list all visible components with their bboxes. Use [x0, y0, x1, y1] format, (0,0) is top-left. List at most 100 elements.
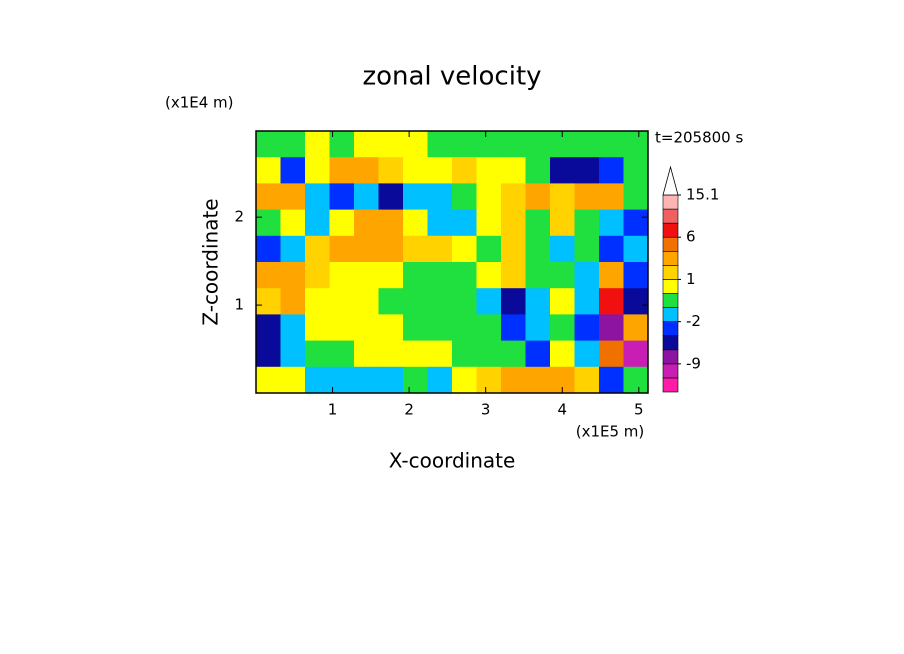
- contour-cell: [525, 262, 551, 289]
- contour-cell: [256, 235, 281, 263]
- contour-cell: [623, 288, 649, 315]
- colorbar-tick-label: -2: [686, 312, 701, 330]
- colorbar-tick-label: 15.1: [686, 186, 719, 204]
- contour-cell: [378, 209, 404, 237]
- colorbar-segment: [662, 236, 679, 252]
- contour-cell: [256, 288, 281, 315]
- contour-cell: [476, 288, 502, 315]
- contour-cell: [501, 366, 526, 394]
- contour-cell: [599, 157, 624, 184]
- colorbar-segment: [662, 265, 679, 280]
- contour-cell: [403, 157, 428, 184]
- contour-cell: [354, 131, 379, 158]
- contour-cell: [329, 288, 355, 315]
- contour-cell: [476, 157, 502, 184]
- contour-cell: [476, 235, 502, 263]
- contour-cell: [329, 209, 355, 237]
- contour-cell: [501, 183, 526, 211]
- contour-cell: [599, 340, 624, 368]
- contour-cell: [525, 235, 551, 263]
- contour-cell: [305, 262, 330, 289]
- contour-cell: [574, 157, 600, 184]
- contour-cell: [354, 262, 379, 289]
- contour-cell: [354, 314, 379, 342]
- contour-cell: [354, 183, 379, 211]
- colorbar-segment: [662, 194, 679, 210]
- x-tick-label: 4: [557, 401, 567, 419]
- contour-cell: [452, 157, 477, 184]
- contour-cell: [403, 209, 428, 237]
- contour-cell: [452, 131, 477, 158]
- contour-cell: [378, 366, 404, 394]
- contour-cell: [305, 235, 330, 263]
- contour-cell: [550, 288, 575, 315]
- contour-cell: [256, 366, 281, 394]
- contour-cell: [623, 314, 649, 342]
- colorbar-segment: [662, 363, 679, 379]
- colorbar-segment: [662, 335, 679, 351]
- contour-cell: [452, 209, 477, 237]
- colorbar-segment: [662, 293, 679, 308]
- contour-cell: [305, 288, 330, 315]
- contour-cell: [378, 183, 404, 211]
- colorbar-segment: [662, 377, 679, 393]
- contour-cell: [378, 131, 404, 158]
- x-axis-label: X-coordinate: [389, 449, 516, 473]
- contour-cell: [599, 262, 624, 289]
- plot-frame: [255, 130, 649, 394]
- contour-cell: [378, 235, 404, 263]
- contour-cell: [354, 288, 379, 315]
- contour-cell: [256, 131, 281, 158]
- contour-cell: [550, 183, 575, 211]
- contour-cell: [476, 262, 502, 289]
- contour-cell: [574, 340, 600, 368]
- contour-cell: [623, 131, 649, 158]
- contour-cell: [378, 340, 404, 368]
- contour-cell: [280, 262, 306, 289]
- colorbar-segment: [662, 208, 679, 224]
- contour-cell: [280, 288, 306, 315]
- contour-cell: [354, 366, 379, 394]
- colorbar-segment: [662, 321, 679, 337]
- contour-cell: [354, 209, 379, 237]
- contour-cell: [599, 288, 624, 315]
- colorbar-tick-label: -9: [686, 354, 701, 372]
- contour-cell: [305, 131, 330, 158]
- contour-cell: [525, 366, 551, 394]
- contour-cell: [403, 314, 428, 342]
- colorbar-segment: [662, 349, 679, 365]
- contour-cell: [550, 157, 575, 184]
- contour-cell: [476, 209, 502, 237]
- contour-cell: [501, 157, 526, 184]
- y-axis-label: Z-coordinate: [199, 198, 223, 325]
- contour-cell: [525, 131, 551, 158]
- contour-cell: [599, 209, 624, 237]
- contour-cell: [280, 183, 306, 211]
- chart-title: zonal velocity: [362, 62, 541, 92]
- contour-cell: [305, 209, 330, 237]
- contour-cell: [476, 314, 502, 342]
- contour-cell: [256, 157, 281, 184]
- contour-cell: [329, 235, 355, 263]
- contour-cell: [329, 131, 355, 158]
- contour-cell: [403, 183, 428, 211]
- contour-cell: [501, 262, 526, 289]
- contour-cell: [623, 183, 649, 211]
- colorbar-segment: [662, 250, 679, 266]
- colorbar-segment: [662, 222, 679, 238]
- contour-cell: [476, 366, 502, 394]
- contour-cell: [574, 314, 600, 342]
- contour-cell: [574, 183, 600, 211]
- contour-cell: [378, 314, 404, 342]
- colorbar-tick-label: 1: [686, 270, 696, 288]
- contour-cell: [501, 235, 526, 263]
- contour-cell: [354, 340, 379, 368]
- contour-cell: [280, 131, 306, 158]
- contour-cell: [427, 235, 453, 263]
- contour-cell: [476, 340, 502, 368]
- contour-cell: [452, 262, 477, 289]
- contour-cell: [501, 340, 526, 368]
- contour-cell: [378, 157, 404, 184]
- contour-cell: [574, 366, 600, 394]
- contour-cell: [256, 340, 281, 368]
